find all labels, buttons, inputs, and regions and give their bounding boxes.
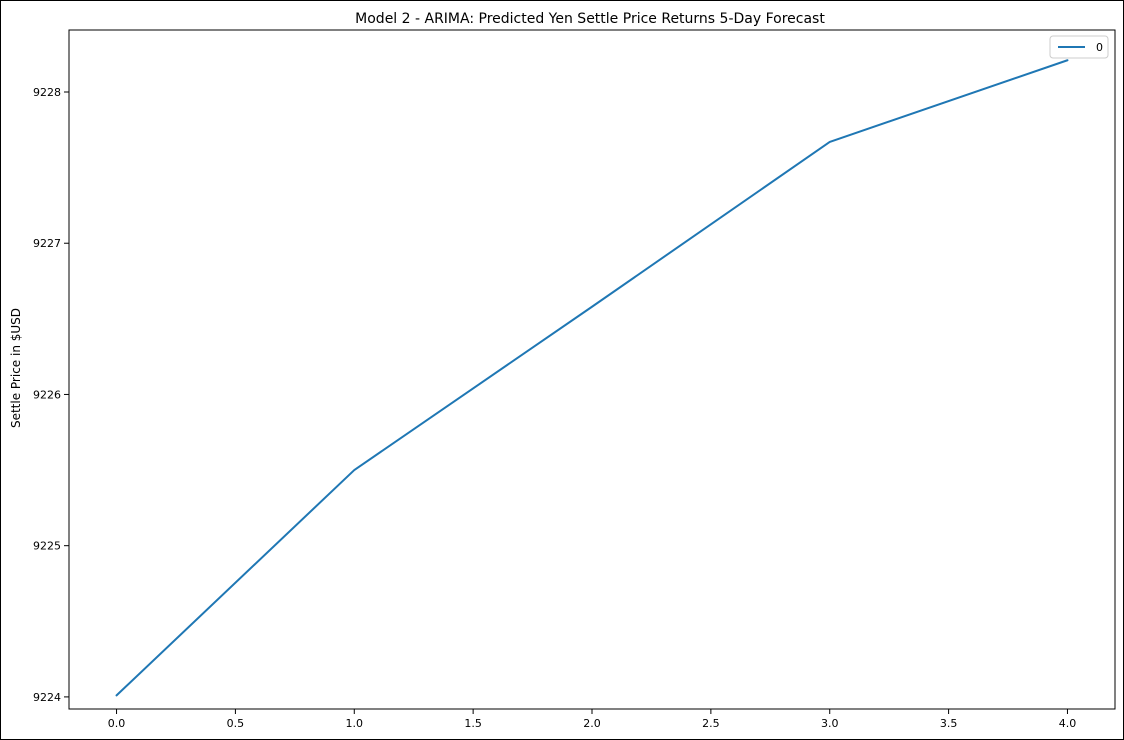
plot-area (68, 29, 1116, 710)
y-tick-label: 9224 (33, 691, 61, 704)
chart-title: Model 2 - ARIMA: Predicted Yen Settle Pr… (355, 11, 825, 27)
x-axis-ticks: 0.0 0.5 1.0 1.5 2.0 2.5 3.0 3.5 4.0 (108, 709, 1076, 730)
legend: 0 (1049, 35, 1109, 59)
x-tick-label: 4.0 (1059, 717, 1077, 730)
x-tick-label: 0.0 (108, 717, 126, 730)
x-tick-label: 1.5 (464, 717, 482, 730)
y-axis-ticks: 9224 9225 9226 9227 9228 (33, 86, 69, 704)
legend-label: 0 (1096, 41, 1103, 54)
y-tick-label: 9228 (33, 86, 61, 99)
x-tick-label: 0.5 (227, 717, 245, 730)
y-tick-label: 9225 (33, 540, 61, 553)
y-tick-label: 9226 (33, 388, 61, 401)
y-tick-label: 9227 (33, 237, 61, 250)
x-tick-label: 3.0 (821, 717, 839, 730)
y-axis-label: Settle Price in $USD (9, 308, 23, 428)
series-line (115, 59, 1069, 697)
series-layer (115, 59, 1069, 697)
x-tick-label: 2.5 (702, 717, 720, 730)
x-tick-label: 1.0 (346, 717, 364, 730)
x-tick-label: 3.5 (940, 717, 958, 730)
x-tick-label: 2.0 (583, 717, 601, 730)
